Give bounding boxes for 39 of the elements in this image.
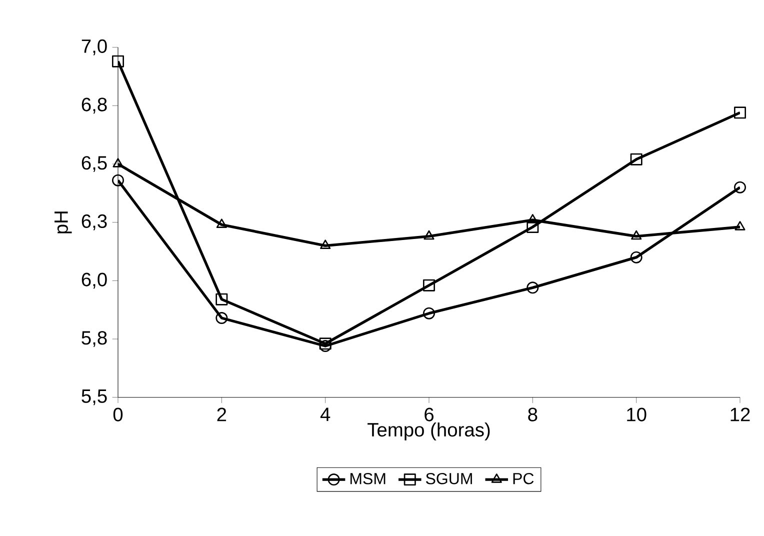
x-axis-title: Tempo (horas) xyxy=(368,422,490,440)
point xyxy=(112,174,124,186)
point xyxy=(319,338,332,350)
point xyxy=(630,153,642,166)
x-tick-label: 10 xyxy=(627,408,646,422)
x-tick-label: 12 xyxy=(730,408,750,422)
x-tick-label: 8 xyxy=(528,408,538,422)
y-tick-label: 6,3 xyxy=(82,214,107,230)
point xyxy=(424,230,434,240)
point xyxy=(112,158,124,168)
legend-label: SGUM xyxy=(426,472,472,484)
x-tick-label: 6 xyxy=(424,408,434,422)
point xyxy=(216,312,228,324)
point xyxy=(526,220,539,234)
y-tick-label: 6,0 xyxy=(82,272,107,289)
y-tick-label: 6,8 xyxy=(82,98,107,114)
y-tick-label: 5,5 xyxy=(82,389,107,406)
x-tick-label: 0 xyxy=(113,408,123,422)
x-tick-label: 2 xyxy=(217,408,226,422)
point xyxy=(630,251,642,264)
point xyxy=(527,214,538,224)
x-tick-label: 4 xyxy=(320,408,330,421)
point xyxy=(734,220,746,230)
point xyxy=(526,282,539,294)
y-tick-label: 7,0 xyxy=(82,39,107,56)
point xyxy=(320,240,331,250)
point xyxy=(734,106,746,119)
legend-label: PC xyxy=(513,472,534,484)
point xyxy=(112,55,124,68)
y-tick-label: 5,8 xyxy=(82,331,107,347)
legend-label: MSM xyxy=(350,472,386,484)
point xyxy=(216,293,228,306)
point xyxy=(734,181,746,194)
point xyxy=(631,230,642,240)
y-tick-label: 6,5 xyxy=(82,156,107,172)
point xyxy=(216,218,227,228)
y-axis-title: pH xyxy=(54,212,72,234)
point xyxy=(423,307,436,320)
point xyxy=(423,279,436,292)
